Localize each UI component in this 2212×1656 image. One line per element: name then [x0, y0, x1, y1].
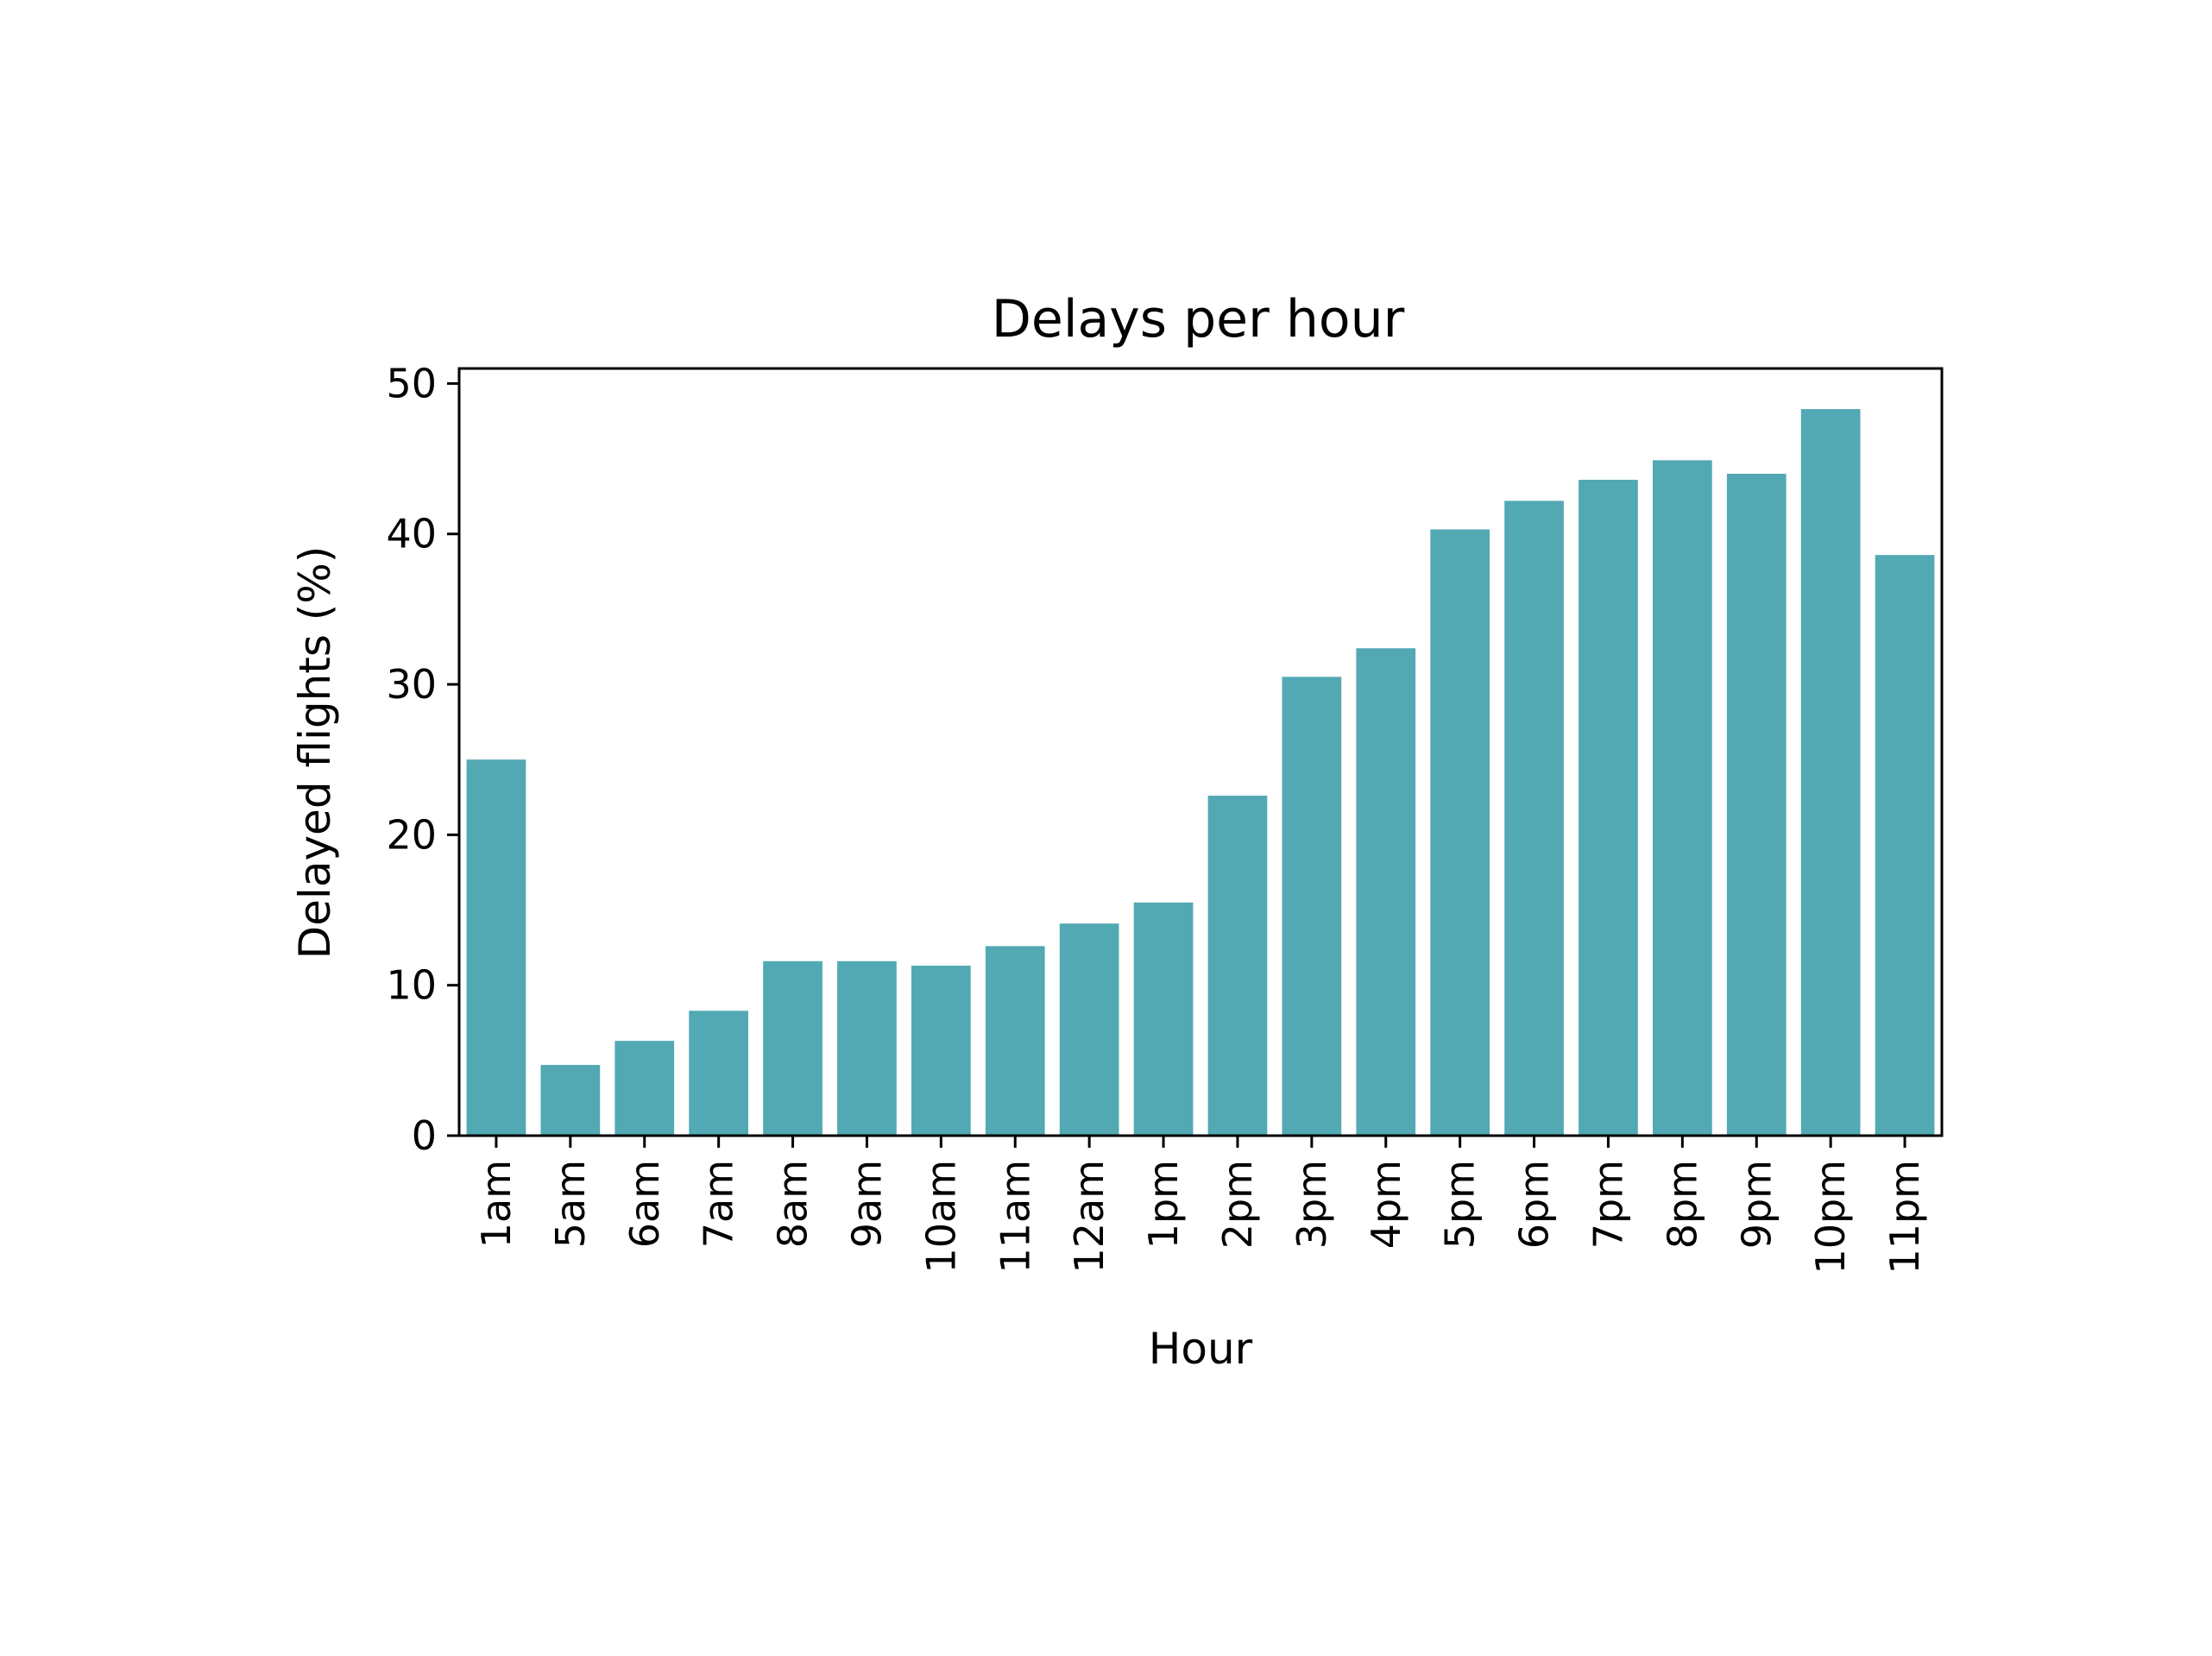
- plot-frame: [457, 367, 1944, 1137]
- bar-9pm: [1726, 474, 1787, 1136]
- x-tick-label-9am: 9am: [843, 1160, 890, 1248]
- bar-2pm: [1207, 796, 1268, 1136]
- bar-12am: [1059, 923, 1119, 1136]
- x-tick-label-10pm: 10pm: [1807, 1160, 1854, 1275]
- bar-10pm: [1800, 409, 1861, 1136]
- x-tick-label-5pm: 5pm: [1437, 1160, 1484, 1249]
- x-tick-label-2pm: 2pm: [1214, 1160, 1261, 1249]
- x-tick-label-7am: 7am: [696, 1160, 742, 1248]
- x-tick-label-7pm: 7pm: [1585, 1160, 1631, 1249]
- bar-8am: [763, 960, 822, 1136]
- x-tick-label-1am: 1am: [473, 1160, 520, 1248]
- bar-1pm: [1133, 902, 1194, 1136]
- y-axis: 0 10 20 30 40 50: [386, 360, 459, 1159]
- bar-7pm: [1579, 479, 1638, 1136]
- x-tick-label-11am: 11am: [992, 1160, 1038, 1274]
- x-tick-label-11pm: 11pm: [1881, 1160, 1928, 1275]
- x-tick-label-1pm: 1pm: [1140, 1160, 1187, 1249]
- chart-title: Delays per hour: [992, 289, 1405, 349]
- x-tick-label-5am: 5am: [547, 1160, 594, 1248]
- bar-5am: [540, 1065, 601, 1136]
- x-tick-label-8pm: 8pm: [1659, 1160, 1705, 1249]
- x-tick-label-4pm: 4pm: [1363, 1160, 1409, 1249]
- bar-7am: [689, 1011, 749, 1136]
- x-tick-label-6am: 6am: [621, 1160, 668, 1248]
- bar-8pm: [1652, 460, 1712, 1136]
- y-tick-label-0: 0: [412, 1112, 437, 1159]
- y-tick-label-20: 20: [386, 811, 437, 858]
- x-tick-label-6pm: 6pm: [1511, 1160, 1558, 1249]
- x-axis: 1am 5am 6am 7am 8am 9am 10am 11am 12am 1pm 2pm 3pm 4…: [473, 1136, 1928, 1275]
- y-tick-label-10: 10: [386, 962, 437, 1009]
- bar-4pm: [1356, 648, 1416, 1136]
- bar-6am: [614, 1041, 675, 1136]
- bar-10am: [911, 966, 971, 1136]
- y-tick-label-50: 50: [386, 360, 437, 406]
- y-tick-label-40: 40: [386, 511, 437, 557]
- x-tick-label-9pm: 9pm: [1733, 1160, 1780, 1249]
- bar-11am: [985, 946, 1045, 1136]
- x-tick-label-12am: 12am: [1066, 1160, 1112, 1274]
- bar-11pm: [1875, 555, 1935, 1136]
- bar-9am: [837, 960, 897, 1136]
- bar-6pm: [1504, 501, 1564, 1136]
- x-tick-label-3pm: 3pm: [1289, 1160, 1335, 1249]
- x-axis-label: Hour: [1149, 1324, 1253, 1374]
- bars: [466, 409, 1935, 1136]
- x-tick-label-10am: 10am: [917, 1160, 964, 1274]
- y-tick-label-30: 30: [386, 661, 437, 708]
- bar-1am: [466, 759, 526, 1136]
- bar-5pm: [1430, 529, 1490, 1136]
- y-axis-label: Delayed flights (%): [290, 546, 340, 960]
- x-tick-label-8am: 8am: [770, 1160, 816, 1248]
- bar-3pm: [1282, 677, 1342, 1136]
